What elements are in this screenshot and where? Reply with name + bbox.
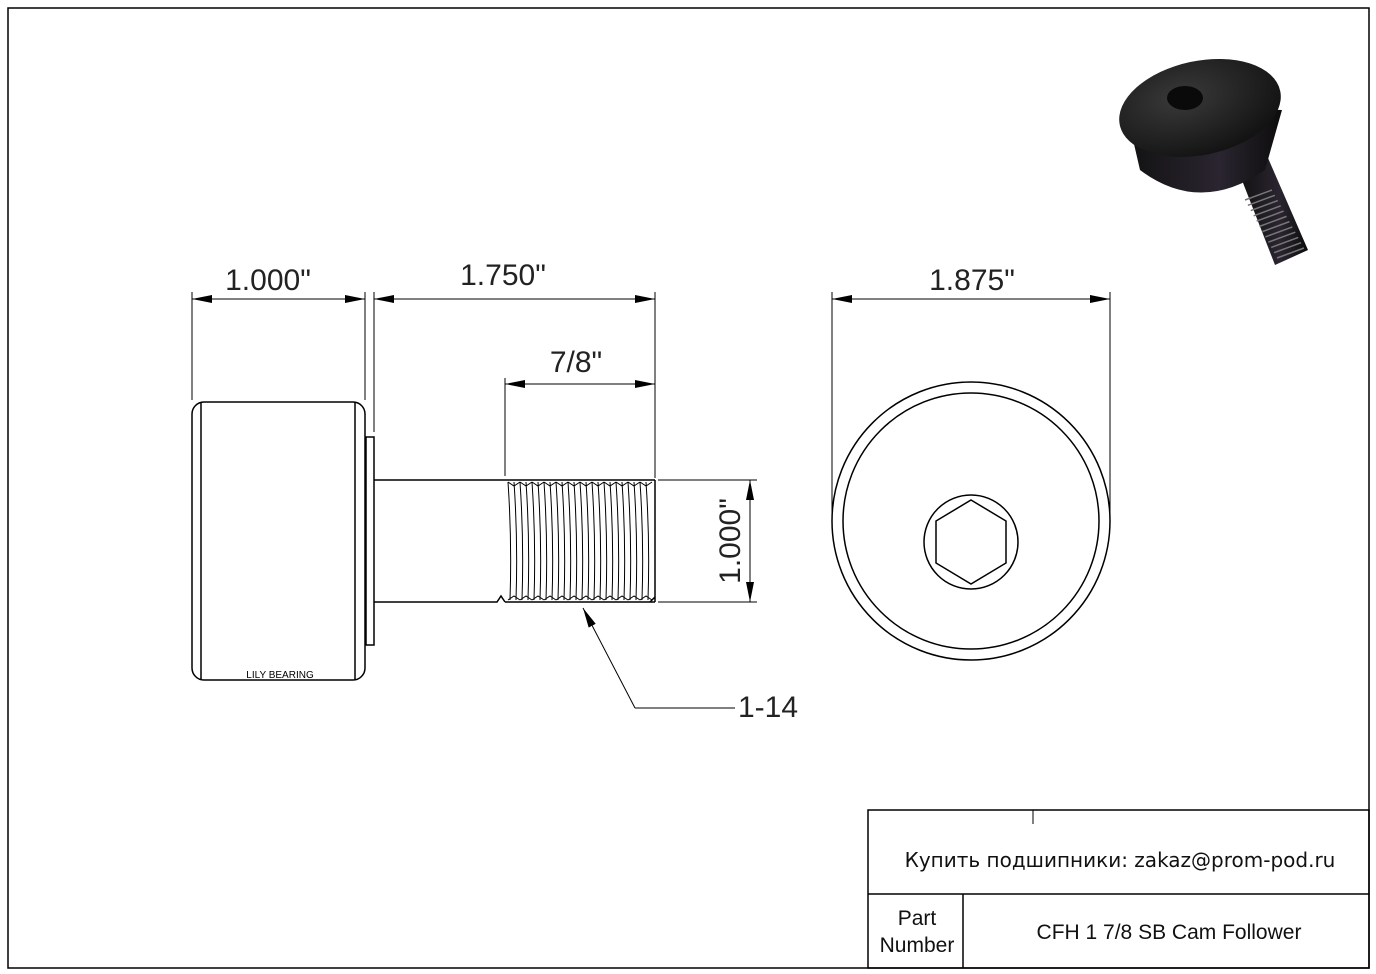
front-view xyxy=(831,381,1111,661)
dimension-roller-diameter: 1.875" xyxy=(831,264,1111,515)
thread-spec-label: 1-14 xyxy=(738,691,798,724)
thread-callout: 1-14 xyxy=(582,607,798,724)
dimension-stud-length: 1.750" xyxy=(373,259,656,478)
product-render-image xyxy=(1119,58,1308,265)
roller-diameter-label: 1.875" xyxy=(929,264,1015,297)
part-number-label-2: Number xyxy=(880,934,955,957)
part-number-label-1: Part xyxy=(898,907,937,930)
thread-lines xyxy=(507,481,653,601)
contact-text: Купить подшипники: zakaz@prom-pod.ru xyxy=(905,848,1336,872)
dimension-thread-length: 7/8" xyxy=(504,346,655,476)
roller-outline xyxy=(191,401,366,681)
roller-width-label: 1.000" xyxy=(225,264,311,297)
thread-length-label: 7/8" xyxy=(550,346,602,379)
stud-length-label: 1.750" xyxy=(460,259,546,292)
hex-socket-circle xyxy=(923,494,1019,590)
dimension-roller-width: 1.000" xyxy=(191,264,366,400)
sheet-border xyxy=(7,7,1370,969)
flange xyxy=(365,436,375,646)
roller-marking: LILY BEARING xyxy=(246,670,314,681)
title-block: Купить подшипники: zakaz@prom-pod.ru Par… xyxy=(867,809,1370,969)
side-view: LILY BEARING xyxy=(191,401,656,681)
part-number-value: CFH 1 7/8 SB Cam Follower xyxy=(1037,921,1302,944)
hex-socket-icon xyxy=(935,499,1007,585)
stud-outline xyxy=(374,479,656,603)
stud-diameter-label: 1.000" xyxy=(714,498,747,584)
dimension-stud-diameter: 1.000" xyxy=(658,479,757,603)
